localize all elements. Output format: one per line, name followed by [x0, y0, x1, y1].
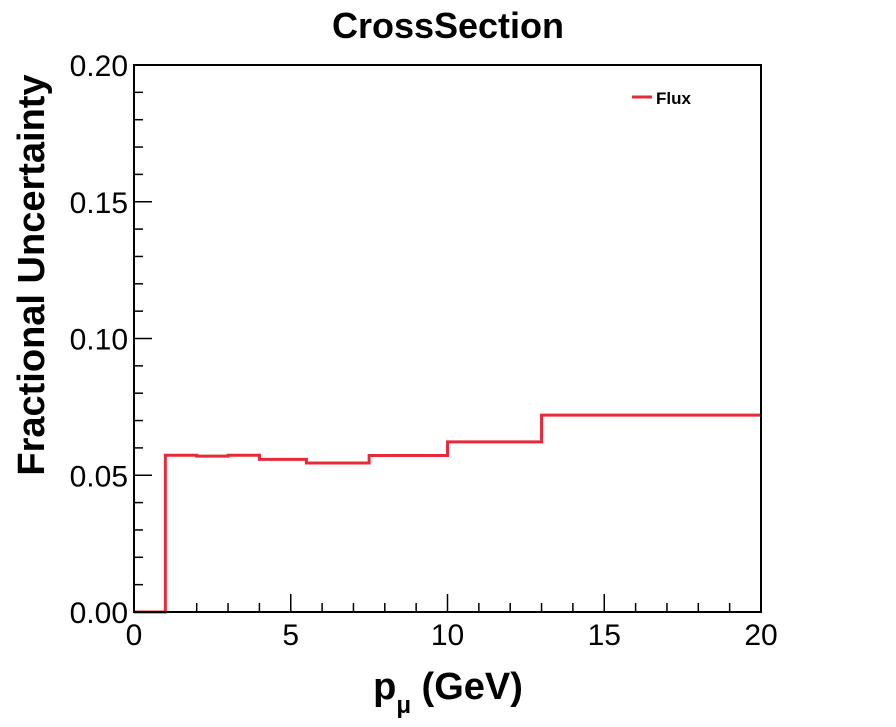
y-tick-label: 0.05: [70, 460, 128, 493]
x-axis-label-sub: μ: [396, 692, 411, 719]
y-axis-label: Fractional Uncertainty: [11, 74, 53, 475]
x-tick-label: 0: [126, 619, 143, 652]
x-tick-label: 15: [588, 619, 621, 652]
y-tick-label: 0.00: [70, 597, 128, 630]
legend-label-flux: Flux: [656, 89, 691, 108]
legend: Flux: [632, 89, 691, 108]
x-axis-label: pμ (GeV): [373, 666, 523, 719]
y-tick-label: 0.15: [70, 187, 128, 220]
plot-frame: [133, 64, 762, 613]
series-layer: [134, 413, 761, 614]
series-line-flux: [134, 413, 761, 614]
x-axis-label-main: p: [373, 666, 396, 708]
x-tick-label: 5: [282, 619, 299, 652]
tick-labels: 0 5 10 15 20 0.00 0.05 0.10 0.15 0.20: [70, 50, 778, 652]
x-tick-label: 10: [431, 619, 464, 652]
y-tick-label: 0.10: [70, 324, 128, 357]
chart-title: CrossSection: [332, 5, 564, 46]
axis-ticks: [133, 64, 762, 613]
y-tick-label: 0.20: [70, 50, 128, 83]
x-tick-label: 20: [744, 619, 777, 652]
x-axis-label-unit: (GeV): [411, 666, 523, 708]
